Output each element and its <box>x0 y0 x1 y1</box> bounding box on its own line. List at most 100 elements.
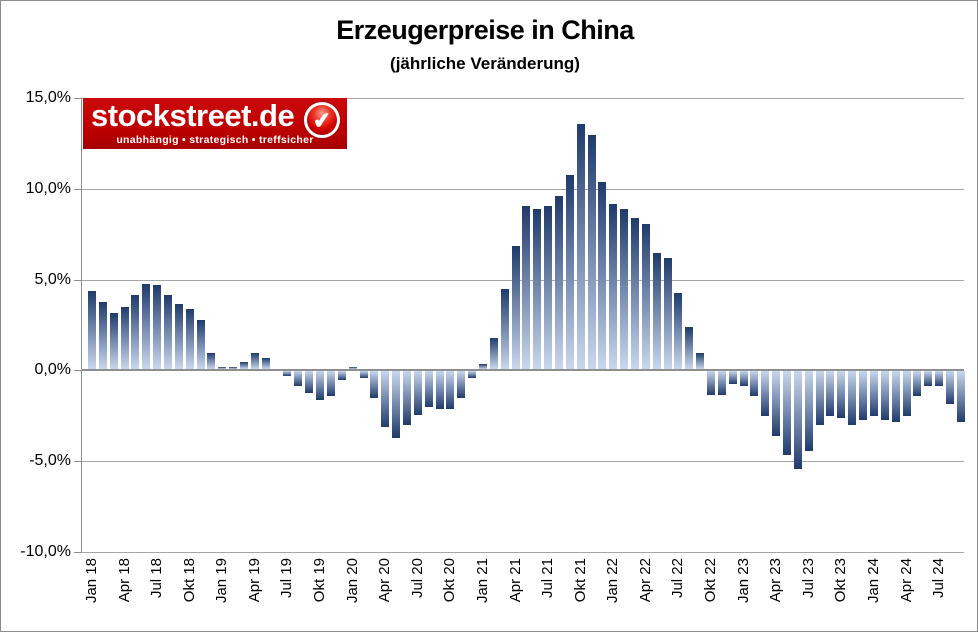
bar <box>750 371 758 396</box>
bar <box>479 364 487 369</box>
bar <box>859 371 867 420</box>
bar <box>316 371 324 400</box>
bar <box>229 367 237 369</box>
bar <box>436 371 444 409</box>
bar <box>718 371 726 395</box>
y-axis-line <box>81 98 82 553</box>
x-axis-tick-label: Jan 18 <box>83 558 100 604</box>
bar <box>609 204 617 369</box>
bar <box>935 371 943 386</box>
y-axis-tick-label: 15,0% <box>25 89 71 106</box>
bar <box>294 371 302 386</box>
y-axis-tick <box>74 370 81 371</box>
y-axis-tick <box>74 461 81 462</box>
x-axis-tick-label: Jan 23 <box>735 558 752 604</box>
bar <box>153 285 161 369</box>
bar <box>110 313 118 369</box>
x-axis-tick-label: Apr 21 <box>507 558 524 603</box>
y-axis-tick-label: -10,0% <box>20 543 71 560</box>
bar <box>197 320 205 369</box>
bar <box>522 206 530 369</box>
bar <box>903 371 911 416</box>
bar <box>761 371 769 416</box>
x-axis-tick-label: Jul 19 <box>278 558 295 599</box>
x-axis-tick-label: Apr 23 <box>767 558 784 603</box>
x-axis-tick-label: Okt 18 <box>181 558 198 603</box>
bar <box>262 358 270 369</box>
y-axis-tick-label: 10,0% <box>25 180 71 197</box>
bar <box>186 309 194 369</box>
bar <box>305 371 313 393</box>
bar <box>794 371 802 469</box>
x-axis-tick-label: Jan 20 <box>344 558 361 604</box>
y-axis-tick-label: 5,0% <box>34 271 71 288</box>
x-axis-tick-label: Jul 18 <box>148 558 165 599</box>
bar <box>142 284 150 369</box>
bar <box>392 371 400 438</box>
x-axis-tick-label: Jul 20 <box>409 558 426 599</box>
bar <box>327 371 335 396</box>
bar <box>501 289 509 369</box>
y-axis-tick <box>74 98 81 99</box>
gridline <box>81 461 964 462</box>
bar <box>88 291 96 369</box>
bar <box>457 371 465 398</box>
chart-title: Erzeugerpreise in China <box>336 15 634 45</box>
bar <box>131 295 139 369</box>
bar <box>772 371 780 436</box>
bar <box>468 371 476 378</box>
bar <box>892 371 900 422</box>
bar <box>349 367 357 369</box>
x-axis-tick-label: Okt 19 <box>311 558 328 603</box>
bar <box>924 371 932 386</box>
bar <box>664 258 672 369</box>
bar <box>881 371 889 420</box>
bar <box>598 182 606 369</box>
bar <box>121 307 129 369</box>
x-axis-tick-label: Apr 19 <box>246 558 263 603</box>
bar <box>338 371 346 380</box>
x-axis-tick-label: Jul 23 <box>800 558 817 599</box>
x-axis-tick-label: Jan 24 <box>865 558 882 604</box>
bar <box>826 371 834 416</box>
bar <box>588 135 596 369</box>
bar <box>946 371 954 404</box>
x-axis-tick-label: Okt 22 <box>702 558 719 603</box>
x-axis-tick-label: Okt 20 <box>441 558 458 603</box>
bar <box>381 371 389 427</box>
gridline <box>81 98 964 99</box>
bar <box>414 371 422 415</box>
x-axis-tick-label: Apr 22 <box>637 558 654 603</box>
bar <box>175 304 183 369</box>
bar <box>283 371 291 376</box>
bar <box>674 293 682 369</box>
bar <box>577 124 585 369</box>
bar <box>240 362 248 369</box>
gridline <box>81 189 964 190</box>
bar <box>653 253 661 369</box>
bar <box>360 371 368 378</box>
bar <box>370 371 378 398</box>
bar <box>685 327 693 369</box>
y-axis-tick-label: -5,0% <box>29 452 71 469</box>
bar <box>99 302 107 369</box>
bar <box>729 371 737 384</box>
bar <box>783 371 791 455</box>
bar <box>533 209 541 369</box>
x-axis-tick-label: Apr 18 <box>116 558 133 603</box>
y-axis-tick-label: 0,0% <box>34 361 71 378</box>
x-axis-tick-label: Okt 21 <box>572 558 589 603</box>
bar <box>490 338 498 369</box>
bar <box>403 371 411 425</box>
bar <box>631 218 639 369</box>
logo-brand-text: stockstreet.de <box>91 98 295 133</box>
y-axis-tick <box>74 189 81 190</box>
y-axis-tick <box>74 552 81 553</box>
bar <box>164 295 172 369</box>
gridline <box>81 552 964 553</box>
stockstreet-logo: stockstreet.de unabhängig • strategisch … <box>83 98 347 149</box>
zero-axis-line <box>81 369 964 371</box>
x-axis-tick-label: Okt 23 <box>832 558 849 603</box>
bar <box>446 371 454 409</box>
